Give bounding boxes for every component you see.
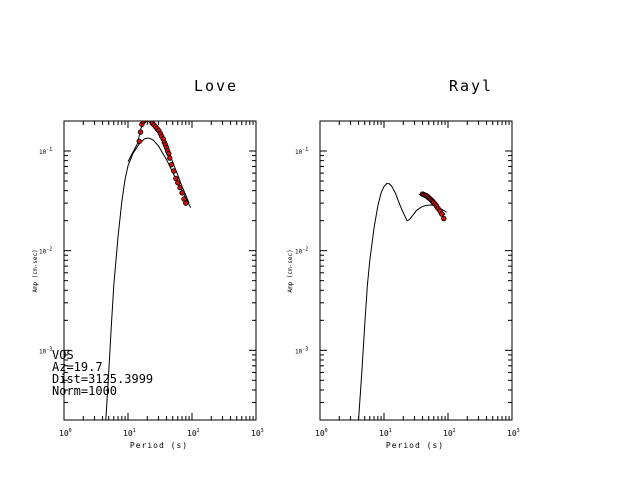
love-x-tick-label: 102 (187, 428, 200, 438)
rayleigh-x-tick-label: 100 (315, 428, 328, 438)
rayleigh-panel: Rayl Amp (cm-sec) Period (s) 100 101 102 10… (287, 77, 520, 450)
love-station-name: VOS (52, 348, 74, 362)
rayleigh-x-tick-label: 101 (379, 428, 392, 438)
love-observed-point (179, 190, 185, 196)
love-normalization: Norm=1000 (52, 384, 117, 398)
love-observed-point (177, 184, 183, 191)
love-observed-point (173, 175, 179, 182)
rayleigh-model-curve-0 (358, 183, 447, 420)
love-y-tick-label: 10-1 (39, 147, 52, 156)
rayleigh-x-tick-label: 103 (507, 428, 520, 438)
love-azimuth: Az=19.7 (52, 360, 103, 374)
love-y-tick-label: 10-2 (39, 247, 52, 256)
love-observed-point (168, 161, 175, 168)
love-observed-point (166, 150, 172, 157)
love-observed-point (171, 168, 177, 174)
love-y-axis-label: Amp (cm-sec) (32, 249, 39, 292)
love-observed-point (136, 138, 142, 145)
rayleigh-x-tick-label: 102 (443, 428, 456, 438)
love-observed-point (146, 121, 150, 122)
rayleigh-y-tick-label: 10-3 (295, 346, 308, 355)
love-y-tick-label: 10-3 (39, 346, 52, 355)
rayleigh-x-axis-label: Period (s) (386, 441, 444, 450)
rayleigh-observed-point (439, 211, 445, 217)
rayleigh-plot-frame (319, 120, 513, 421)
rayleigh-y-tick-label: 10-1 (295, 147, 308, 156)
love-observed-point (183, 200, 189, 206)
love-distance: Dist=3125.3999 (52, 372, 153, 386)
love-x-tick-label: 100 (59, 428, 72, 438)
rayleigh-title: Rayl (449, 77, 493, 95)
love-station-info: VOS Az=19.7 Dist=3125.3999 Norm=1000 (52, 348, 153, 398)
rayleigh-y-axis-label: Amp (cm-sec) (287, 249, 294, 292)
love-x-tick-label: 103 (251, 428, 264, 438)
love-plot-frame (63, 120, 257, 421)
love-x-axis-label: Period (s) (130, 441, 188, 450)
love-observed-point (137, 129, 144, 135)
love-title: Love (194, 77, 238, 95)
love-panel: Love Amp (cm-sec) Period (s) VOS Az=19.7… (32, 77, 264, 450)
love-observed-point (175, 180, 181, 186)
love-observed-point (167, 155, 173, 161)
rayleigh-y-tick-label: 10-2 (295, 247, 308, 256)
rayleigh-observed-point (441, 215, 447, 222)
love-x-tick-label: 101 (123, 428, 136, 438)
